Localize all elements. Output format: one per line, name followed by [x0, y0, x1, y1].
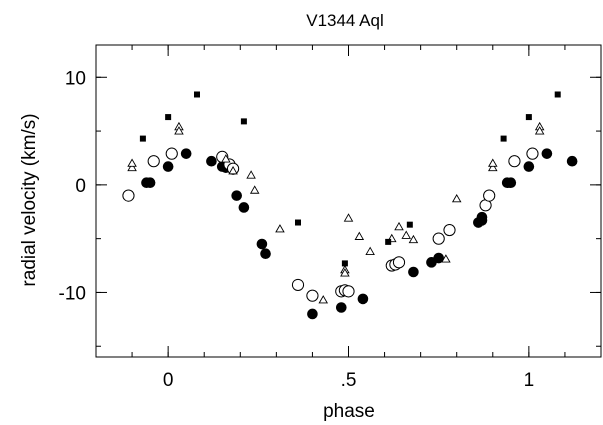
axis-ticks [95, 45, 602, 357]
data-points [122, 91, 578, 320]
open-triangle-point [228, 165, 238, 175]
open-circle-point [483, 189, 496, 202]
open-triangle-point [354, 231, 365, 240]
open-triangle-point [340, 268, 350, 277]
filled-circle-point [238, 202, 250, 213]
open-triangle-point [127, 158, 137, 167]
open-triangle-point [488, 158, 498, 167]
open-triangle-point [174, 126, 184, 135]
filled-circle-point [335, 302, 347, 313]
open-triangle-point [246, 170, 256, 179]
open-triangle-point [275, 224, 285, 233]
open-circle-point [432, 232, 445, 245]
x-tick-label: 1 [524, 370, 535, 391]
open-triangle-point [451, 193, 462, 203]
filled-circle-point [523, 161, 535, 172]
filled-circle-point [180, 148, 192, 159]
open-triangle-point [127, 162, 137, 172]
open-circle-point [147, 155, 160, 168]
filled-circle-point [476, 211, 488, 223]
open-triangle-point [394, 221, 404, 231]
chart-title: V1344 Aql [306, 11, 384, 30]
filled-circle-point [144, 177, 156, 189]
filled-square-point [406, 221, 413, 228]
filled-square-point [139, 135, 146, 142]
open-circle-point [306, 289, 319, 302]
filled-square-point [554, 91, 561, 98]
open-circle-point [526, 147, 539, 160]
y-tick-label: 0 [75, 176, 86, 197]
filled-circle-point [408, 266, 419, 278]
filled-circle-point [256, 238, 268, 250]
filled-square-point [295, 219, 301, 226]
open-triangle-point [318, 295, 329, 304]
filled-circle-point [231, 190, 242, 201]
filled-circle-point [162, 161, 174, 172]
x-axis-title: phase [323, 401, 375, 422]
x-tick-label: .5 [341, 370, 357, 391]
filled-square-point [385, 238, 392, 245]
filled-square-point [341, 260, 348, 267]
open-triangle-point [441, 254, 451, 263]
open-triangle-point [249, 185, 260, 194]
open-circle-point [443, 223, 456, 237]
open-circle-point [291, 278, 305, 292]
open-circle-point [508, 155, 521, 168]
x-tick-label: 0 [163, 370, 174, 391]
filled-circle-point [433, 252, 444, 264]
filled-circle-point [566, 155, 578, 167]
filled-circle-point [541, 148, 553, 159]
open-circle-point [165, 147, 178, 160]
open-triangle-point [534, 126, 545, 135]
y-tick-label: -10 [59, 283, 86, 304]
filled-circle-point [260, 248, 271, 260]
y-axis-title: radial velocity (km/s) [19, 113, 40, 286]
open-triangle-point [488, 162, 498, 172]
y-tick-label: 10 [65, 68, 86, 89]
filled-circle-point [505, 177, 517, 189]
filled-square-point [500, 135, 507, 142]
open-triangle-point [343, 213, 354, 222]
filled-circle-point [357, 293, 369, 305]
open-circle-point [342, 285, 355, 298]
filled-circle-point [307, 308, 318, 320]
filled-square-point [165, 114, 172, 121]
filled-square-point [525, 114, 532, 121]
filled-square-point [194, 91, 200, 98]
open-triangle-point [221, 154, 231, 163]
open-triangle-point [408, 234, 419, 244]
filled-circle-point [206, 155, 217, 167]
open-triangle-point [365, 246, 375, 256]
filled-square-point [240, 118, 247, 125]
open-circle-point [392, 256, 406, 269]
axis-tick-labels: 0 .5 1 10 0 -10 [59, 68, 535, 391]
plot-frame [95, 44, 602, 358]
open-circle-point [122, 189, 135, 202]
open-triangle-point [401, 230, 411, 239]
